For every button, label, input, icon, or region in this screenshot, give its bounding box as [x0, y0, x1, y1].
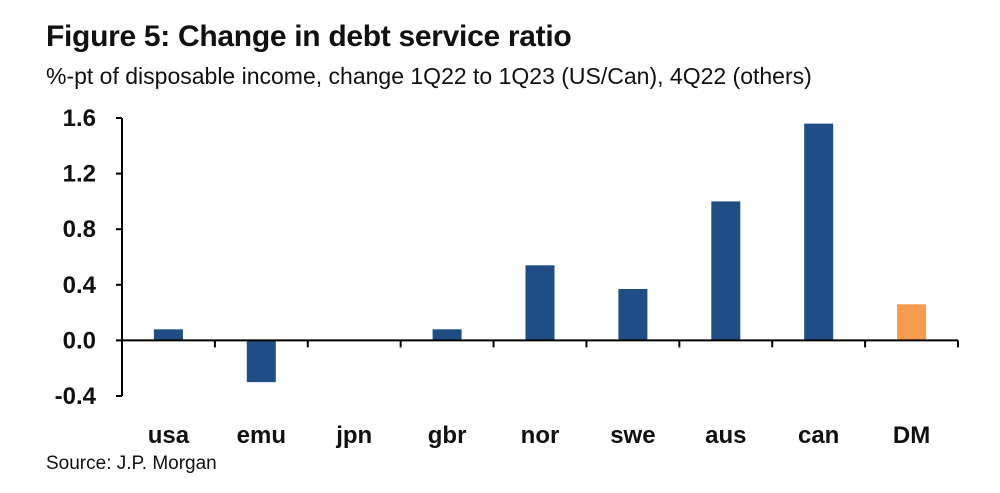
- x-category-label: swe: [610, 422, 655, 449]
- source-note: Source: J.P. Morgan: [46, 453, 217, 474]
- chart-subtitle: %-pt of disposable income, change 1Q22 t…: [46, 63, 812, 89]
- x-category-label: aus: [705, 422, 746, 449]
- x-category-label: nor: [521, 422, 560, 449]
- y-tick-label: 1.6: [63, 105, 96, 132]
- x-ticks-group: usa emu jpn gbr nor swe aus can DM: [121, 340, 959, 449]
- bar-can: [804, 123, 834, 341]
- y-tick-label: 0.0: [63, 327, 96, 354]
- x-category-label: emu: [237, 422, 286, 449]
- bar-dm: [897, 304, 927, 341]
- x-category-label: gbr: [428, 422, 467, 449]
- y-ticks-group: -0.4 0.0 0.4 0.8 1.2 1.6: [55, 105, 122, 410]
- bars-group: [153, 123, 927, 383]
- y-tick-label: 0.4: [63, 272, 97, 299]
- y-tick-label: -0.4: [55, 383, 97, 410]
- y-tick-label: 1.2: [63, 161, 96, 188]
- bar-usa: [153, 329, 183, 341]
- chart-title: Figure 5: Change in debt service ratio: [46, 20, 572, 53]
- y-tick-label: 0.8: [63, 216, 96, 243]
- x-category-label: usa: [148, 422, 190, 449]
- bar-swe: [618, 289, 648, 341]
- x-category-label: jpn: [335, 422, 372, 449]
- bar-emu: [246, 340, 276, 383]
- axes-group: [121, 118, 958, 396]
- bar-aus: [711, 201, 741, 341]
- bar-gbr: [432, 329, 462, 341]
- bar-nor: [525, 265, 555, 341]
- x-category-label: can: [798, 422, 839, 449]
- x-category-label: DM: [893, 422, 930, 449]
